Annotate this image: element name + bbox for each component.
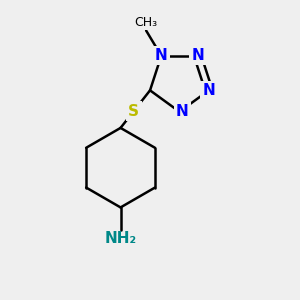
Text: N: N [191,48,204,63]
Text: NH₂: NH₂ [104,231,136,246]
Text: N: N [155,48,168,63]
Text: N: N [202,83,215,98]
Text: N: N [176,104,189,119]
Text: S: S [128,103,139,118]
Text: CH₃: CH₃ [135,16,158,29]
